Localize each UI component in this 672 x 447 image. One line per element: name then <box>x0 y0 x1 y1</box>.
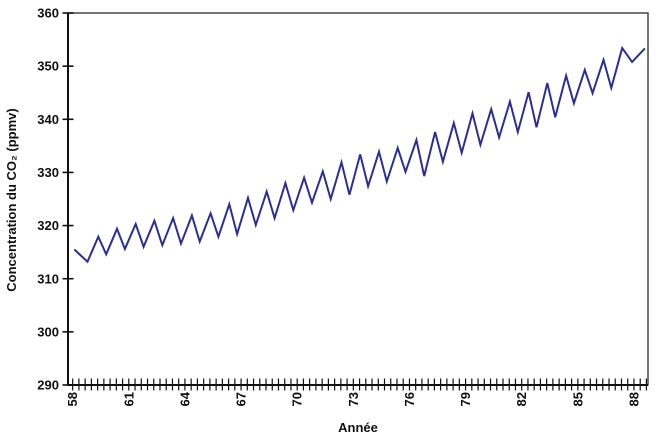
y-tick-label: 310 <box>37 271 59 286</box>
x-tick-label: 64 <box>177 391 192 406</box>
x-tick-label: 58 <box>65 392 80 406</box>
plot-border <box>67 12 649 386</box>
x-tick-label: 67 <box>234 392 249 406</box>
x-tick-label: 61 <box>121 392 136 406</box>
y-tick-label: 350 <box>37 59 59 74</box>
x-tick-label: 82 <box>514 392 529 406</box>
y-tick-label: 330 <box>37 165 59 180</box>
y-tick-label: 300 <box>37 324 59 339</box>
x-tick-label: 85 <box>570 392 585 406</box>
y-tick-label: 340 <box>37 112 59 127</box>
y-tick-label: 320 <box>37 218 59 233</box>
y-tick-label: 290 <box>37 378 59 393</box>
x-tick-label: 73 <box>346 392 361 406</box>
x-tick-label: 76 <box>402 392 417 406</box>
co2-series-line <box>73 45 646 264</box>
plot-area: 290 300 310 320 330 340 350 360 58 61 64 67 70 73 76 79… <box>37 6 649 406</box>
y-tick-label: 360 <box>37 6 59 21</box>
x-tick-label: 79 <box>458 392 473 406</box>
x-tick-label: 88 <box>626 392 641 406</box>
x-tick-label: 70 <box>290 392 305 406</box>
x-axis-title: Année <box>338 420 378 435</box>
y-axis-title: Concentration du CO₂ (ppmv) <box>4 108 19 291</box>
